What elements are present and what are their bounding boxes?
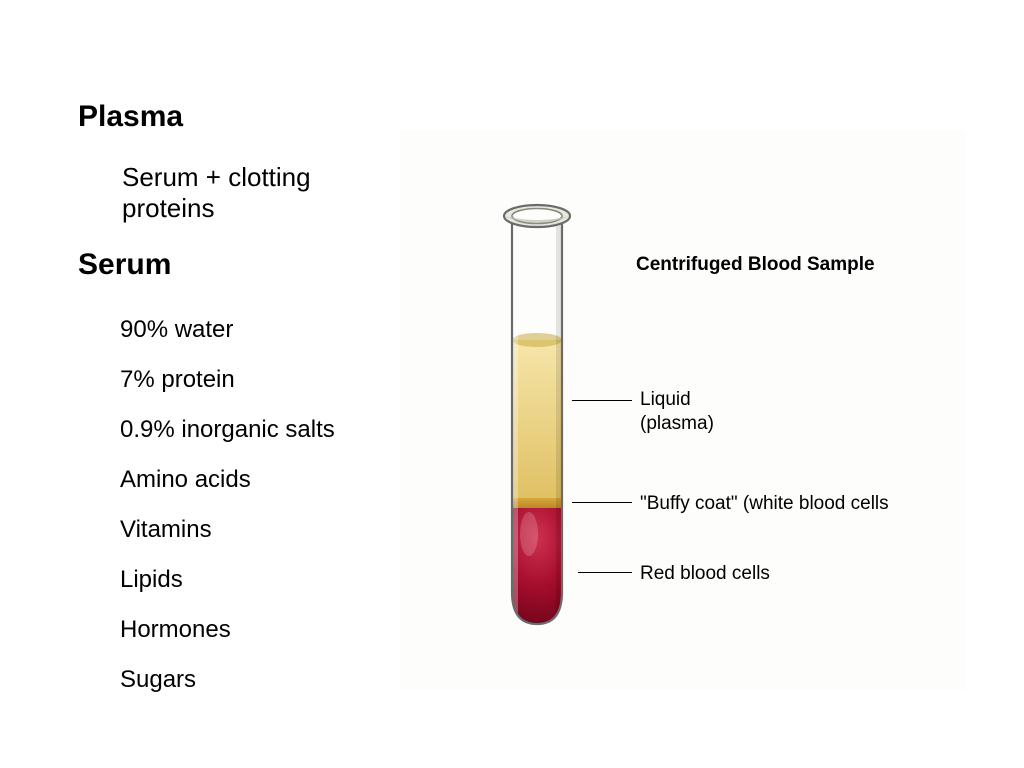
list-item: Amino acids (120, 466, 398, 494)
callout-text: Red blood cells (640, 563, 770, 584)
callout-buffy-coat: "Buffy coat" (white blood cells (640, 492, 889, 516)
serum-heading: Serum (78, 248, 398, 282)
plasma-definition: Serum + clotting proteins (122, 162, 398, 224)
centrifuged-blood-figure: Centrifuged Blood Sample (400, 130, 965, 690)
leader-line-rbc (578, 572, 632, 573)
callout-rbc: Red blood cells (640, 562, 770, 586)
buffy-coat-layer (496, 498, 578, 508)
leader-line-plasma (572, 400, 632, 401)
list-item: 0.9% inorganic salts (120, 416, 398, 444)
callout-text: (plasma) (640, 412, 714, 436)
callout-text: "Buffy coat" (white blood cells (640, 493, 889, 514)
list-item: 7% protein (120, 366, 398, 394)
test-tube-icon (496, 194, 578, 626)
plasma-layer (496, 340, 578, 500)
slide: Plasma Serum + clotting proteins Serum 9… (0, 0, 1024, 768)
list-item: 90% water (120, 316, 398, 344)
text-column: Plasma Serum + clotting proteins Serum 9… (78, 100, 398, 716)
list-item: Hormones (120, 616, 398, 644)
serum-composition-list: 90% water 7% protein 0.9% inorganic salt… (120, 316, 398, 694)
list-item: Vitamins (120, 516, 398, 544)
callout-plasma: Liquid (plasma) (640, 388, 714, 436)
list-item: Lipids (120, 566, 398, 594)
callout-text: Liquid (640, 389, 691, 410)
leader-line-buffy (572, 502, 632, 503)
figure-title: Centrifuged Blood Sample (636, 254, 875, 276)
list-item: Sugars (120, 666, 398, 694)
plasma-heading: Plasma (78, 100, 398, 134)
